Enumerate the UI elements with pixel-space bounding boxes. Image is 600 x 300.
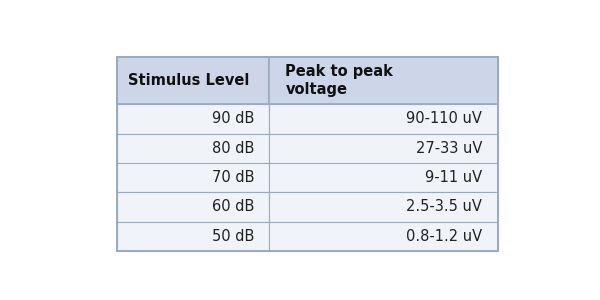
- Bar: [117, 192, 269, 221]
- Bar: [269, 163, 498, 192]
- Text: 90 dB: 90 dB: [212, 112, 254, 127]
- Bar: [269, 104, 498, 134]
- Text: 2.5-3.5 uV: 2.5-3.5 uV: [406, 200, 482, 214]
- Text: 9-11 uV: 9-11 uV: [425, 170, 482, 185]
- Text: 0.8-1.2 uV: 0.8-1.2 uV: [406, 229, 482, 244]
- Text: 60 dB: 60 dB: [212, 200, 254, 214]
- Bar: [117, 221, 269, 251]
- Bar: [117, 57, 498, 251]
- Text: 50 dB: 50 dB: [212, 229, 254, 244]
- Text: Stimulus Level: Stimulus Level: [128, 73, 249, 88]
- Bar: [269, 134, 498, 163]
- Bar: [117, 104, 269, 134]
- Bar: [117, 163, 269, 192]
- Bar: [269, 192, 498, 221]
- Text: Peak to peak
voltage: Peak to peak voltage: [286, 64, 393, 98]
- Text: 70 dB: 70 dB: [212, 170, 254, 185]
- Text: 27-33 uV: 27-33 uV: [416, 141, 482, 156]
- Bar: [269, 57, 498, 104]
- Text: 90-110 uV: 90-110 uV: [406, 112, 482, 127]
- Bar: [117, 57, 269, 104]
- Bar: [269, 221, 498, 251]
- Text: 80 dB: 80 dB: [212, 141, 254, 156]
- Bar: [117, 134, 269, 163]
